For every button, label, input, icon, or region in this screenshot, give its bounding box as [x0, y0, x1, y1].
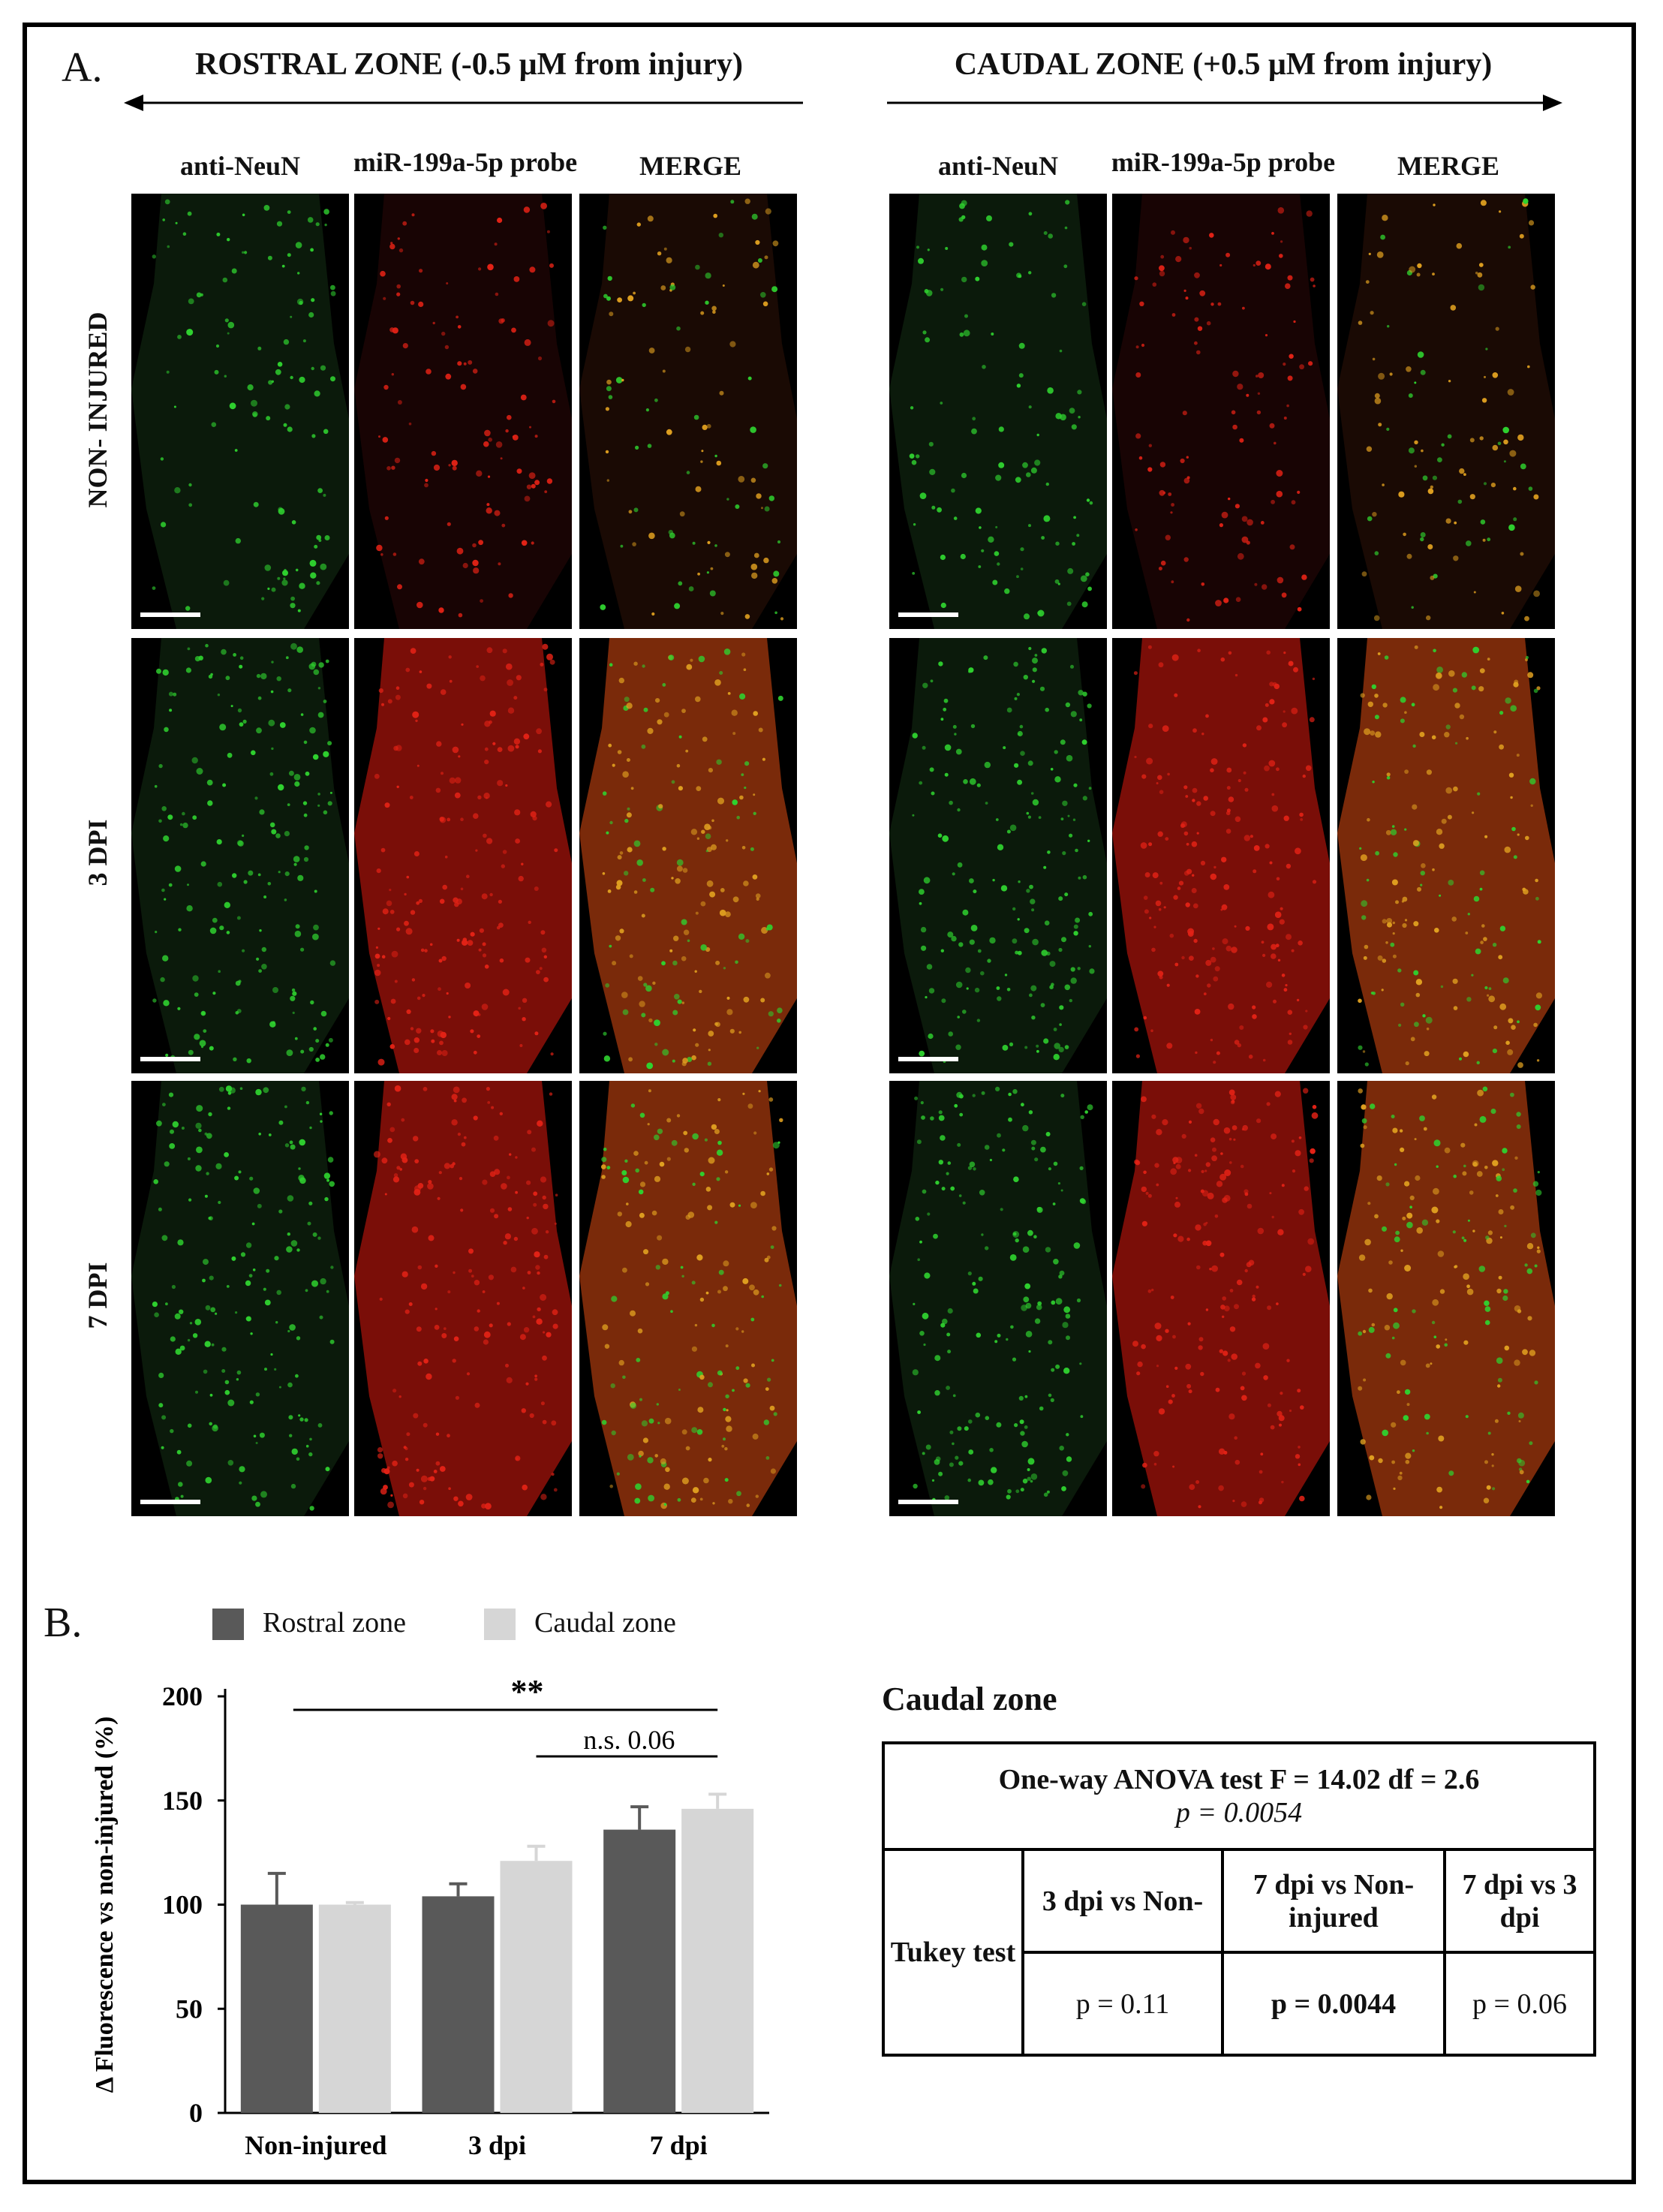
anova-line: One-way ANOVA test F = 14.02 df = 2.6: [998, 1764, 1480, 1796]
comparison-p-1: p = 0.11: [1021, 1951, 1224, 2057]
y-tick-label: 200: [162, 1681, 203, 1711]
caudal-zone-title: CAUDAL ZONE (+0.5 μM from injury): [954, 47, 1493, 82]
y-tick-label: 100: [162, 1890, 203, 1920]
anova-p: p = 0.0054: [1175, 1797, 1303, 1829]
comparison-label-2: 7 dpi vs Non-injured: [1221, 1848, 1446, 1955]
scale-bar: [898, 1500, 958, 1504]
scale-bar: [898, 612, 958, 617]
panel-b-letter: B.: [44, 1600, 83, 1646]
panel-a-letter: A.: [62, 44, 103, 91]
y-tick-label: 150: [162, 1786, 203, 1816]
scale-bar: [140, 1057, 200, 1061]
legend-swatch-rostral: [212, 1609, 244, 1640]
bar-caudal-zone-7-dpi: [681, 1808, 754, 2113]
col-head-merge-caudal: MERGE: [1397, 151, 1499, 181]
micrograph-rostral-green-row1: [131, 194, 349, 629]
x-tick-label: 7 dpi: [650, 2130, 708, 2160]
micrograph-rostral-merge-row1: [579, 194, 797, 629]
comparison-label-1: 3 dpi vs Non-: [1021, 1848, 1224, 1955]
micrograph-rostral-merge-row2: [579, 638, 797, 1073]
x-tick-label: Non-injured: [245, 2130, 386, 2160]
micrograph-caudal-red-row2: [1112, 638, 1330, 1073]
legend-swatch-caudal: [484, 1609, 516, 1640]
rostral-zone-title: ROSTRAL ZONE (-0.5 μM from injury): [194, 47, 744, 82]
row-label-3dpi: 3 DPI: [83, 819, 113, 886]
comparison-label-3: 7 dpi vs 3 dpi: [1443, 1848, 1596, 1955]
rostral-arrow: [124, 95, 803, 111]
scale-bar: [898, 1057, 958, 1061]
micrograph-rostral-red-row1: [354, 194, 572, 629]
stats-table-title: Caudal zone: [882, 1681, 1057, 1717]
col-head-probe-rostral: miR-199a-5p probe: [353, 147, 578, 177]
col-head-neun-rostral: anti-NeuN: [180, 151, 300, 181]
micrograph-caudal-merge-row2: [1337, 638, 1555, 1073]
micrograph-rostral-merge-row3: [579, 1081, 797, 1516]
micrograph-rostral-red-row2: [354, 638, 572, 1073]
scale-bar: [140, 1500, 200, 1504]
micrograph-caudal-red-row1: [1112, 194, 1330, 629]
micrograph-caudal-red-row3: [1112, 1081, 1330, 1516]
y-axis-label: Δ Fluorescence vs non-injured (%): [91, 1717, 119, 2093]
col-head-merge-rostral: MERGE: [639, 151, 741, 181]
micrograph-caudal-green-row2: [889, 638, 1107, 1073]
micrograph-caudal-merge-row1: [1337, 194, 1555, 629]
legend-label-caudal: Caudal zone: [534, 1607, 676, 1639]
bar-rostral-zone-non-injured: [240, 1904, 313, 2113]
caudal-arrow: [887, 95, 1562, 111]
row-label-7dpi: 7 DPI: [83, 1262, 113, 1329]
micrograph-caudal-merge-row3: [1337, 1081, 1555, 1516]
stats-table: One-way ANOVA test F = 14.02 df = 2.6 p …: [882, 1741, 1596, 2057]
significance-star-label: **: [511, 1673, 544, 1710]
bar-caudal-zone-3-dpi: [500, 1861, 573, 2113]
micrograph-rostral-red-row3: [354, 1081, 572, 1516]
tukey-label: Tukey test: [882, 1848, 1024, 2057]
col-head-probe-caudal: miR-199a-5p probe: [1111, 147, 1336, 177]
bar-rostral-zone-7-dpi: [603, 1829, 676, 2113]
y-tick-label: 0: [189, 2098, 203, 2128]
comparison-p-2: p = 0.0044: [1221, 1951, 1446, 2057]
micrograph-rostral-green-row2: [131, 638, 349, 1073]
scale-bar: [140, 612, 200, 617]
micrograph-rostral-green-row3: [131, 1081, 349, 1516]
bar-rostral-zone-3-dpi: [422, 1896, 495, 2113]
x-tick-label: 3 dpi: [468, 2130, 526, 2160]
legend-label-rostral: Rostral zone: [263, 1607, 407, 1639]
micrograph-caudal-green-row1: [889, 194, 1107, 629]
figure-frame: [23, 23, 1636, 2184]
comparison-p-3: p = 0.06: [1443, 1951, 1596, 2057]
y-tick-label: 50: [176, 1994, 203, 2024]
anova-cell: One-way ANOVA test F = 14.02 df = 2.6 p …: [882, 1741, 1596, 1852]
bar-caudal-zone-non-injured: [318, 1904, 391, 2113]
bar-chart: 0 50 100 150 200 Δ Fluorescence vs non-injure…: [91, 1673, 769, 2160]
row-label-non-injured: NON- INJURED: [83, 311, 113, 508]
micrograph-caudal-green-row3: [889, 1081, 1107, 1516]
col-head-neun-caudal: anti-NeuN: [938, 151, 1058, 181]
significance-ns-label: n.s. 0.06: [583, 1725, 675, 1755]
